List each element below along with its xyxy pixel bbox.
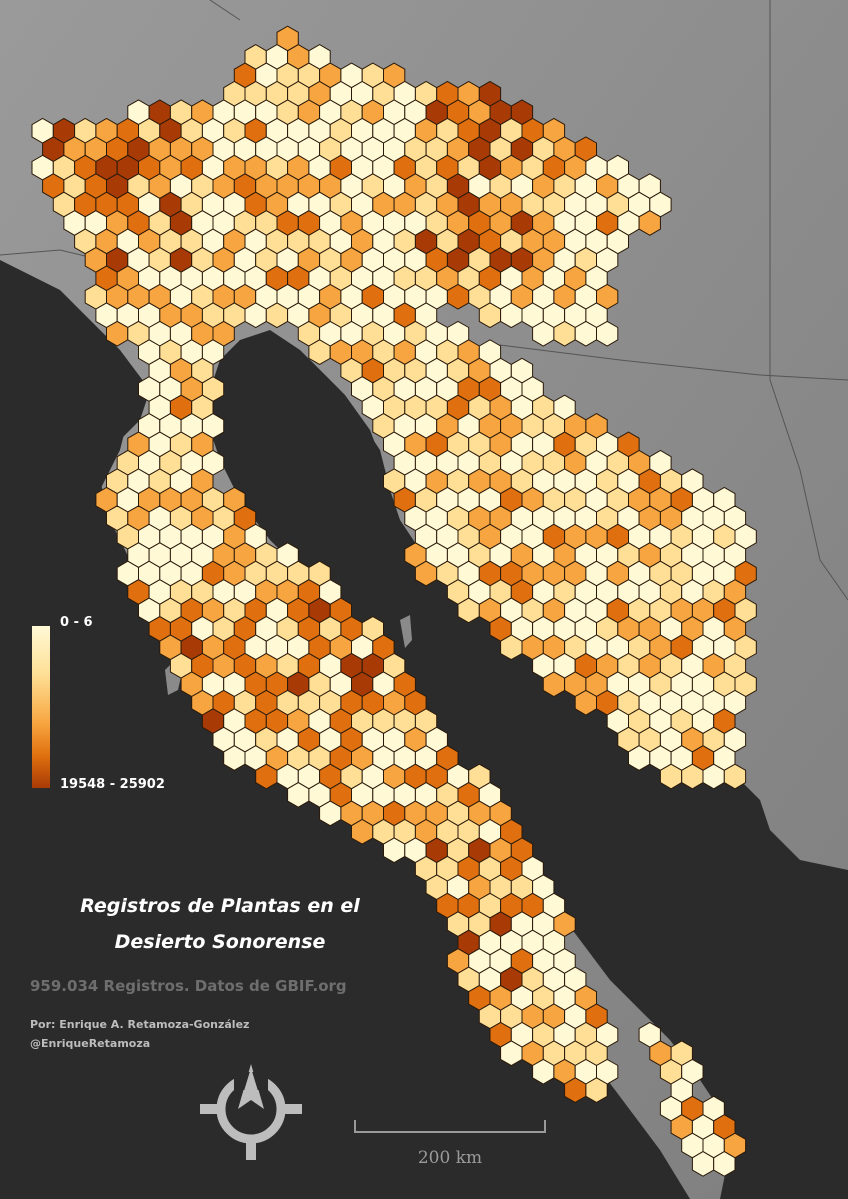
island	[400, 615, 412, 648]
hex-cell	[638, 210, 661, 236]
title-line-2: Desierto Sonorense	[114, 931, 326, 953]
border-line	[209, 0, 241, 21]
title-line-1: Registros de Plantas en el	[80, 895, 360, 917]
gulf-of-california	[212, 335, 765, 1100]
hex-cell	[585, 1077, 608, 1103]
author-credit: Por: Enrique A. Retamoza-González	[30, 1018, 250, 1031]
border-line	[769, 0, 848, 601]
map-subtitle: 959.034 Registros. Datos de GBIF.org	[30, 977, 347, 995]
border-line	[499, 344, 848, 381]
legend-max-label: 19548 - 25902	[60, 777, 165, 792]
hex-cell	[713, 1151, 736, 1177]
scale-bar-label: 200 km	[417, 1148, 483, 1168]
author-handle: @EnriqueRetamoza	[30, 1037, 151, 1050]
north-arrow-icon	[200, 1064, 302, 1160]
scale-bar	[354, 1120, 546, 1133]
hex-cell	[596, 320, 619, 347]
legend-min-label: 0 - 6	[60, 615, 93, 630]
legend-color-ramp	[32, 626, 50, 788]
map-title: Registros de Plantas en el Desierto Sono…	[40, 888, 400, 960]
hex-cell	[723, 763, 747, 790]
hex-grid	[31, 25, 757, 1177]
